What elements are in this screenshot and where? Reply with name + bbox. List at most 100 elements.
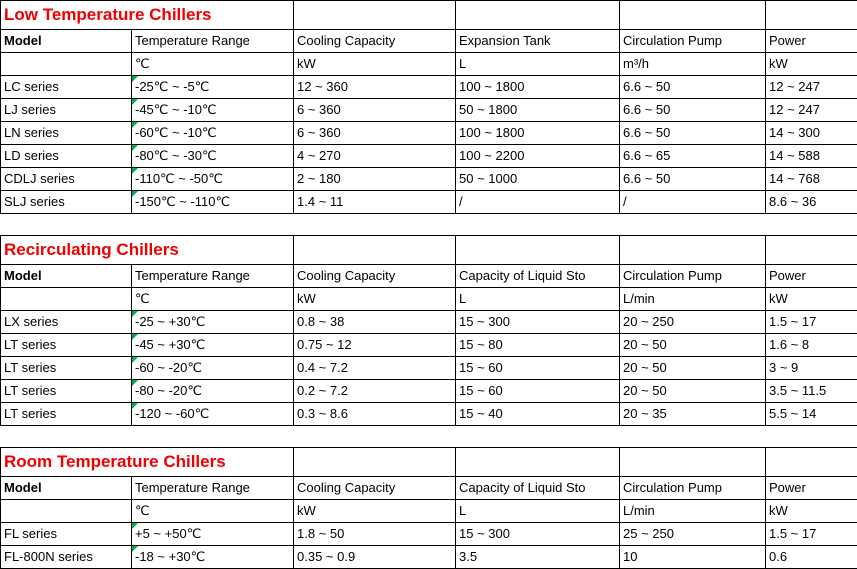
green-triangle-icon <box>132 380 138 386</box>
cell-expansion-tank: 100 ~ 1800 <box>456 76 620 99</box>
cell-model: LD series <box>1 145 132 168</box>
cell-circulation-pump: 20 ~ 50 <box>620 334 766 357</box>
empty-cell <box>620 448 766 477</box>
green-triangle-icon <box>132 76 138 82</box>
unit-power: kW <box>766 500 857 523</box>
cell-model: LT series <box>1 334 132 357</box>
table-row: FL-800N series -18 ~ +30℃ 0.35 ~ 0.9 3.5… <box>1 546 857 569</box>
table-row: LN series -60℃ ~ -10℃ 6 ~ 360 100 ~ 1800… <box>1 122 857 145</box>
table-row: LT series -120 ~ -60℃ 0.3 ~ 8.6 15 ~ 40 … <box>1 403 857 426</box>
unit-temperature: ℃ <box>132 53 294 76</box>
green-triangle-icon <box>132 122 138 128</box>
cell-cooling-capacity: 0.2 ~ 7.2 <box>294 380 456 403</box>
cell-text: -80℃ ~ -30℃ <box>135 148 217 163</box>
header-row: Model Temperature Range Cooling Capacity… <box>1 265 857 288</box>
green-triangle-icon <box>132 403 138 409</box>
cell-temperature-range: -60℃ ~ -10℃ <box>132 122 294 145</box>
table-row: CDLJ series -110℃ ~ -50℃ 2 ~ 180 50 ~ 10… <box>1 168 857 191</box>
cell-cooling-capacity: 6 ~ 360 <box>294 122 456 145</box>
cell-expansion-tank: 100 ~ 1800 <box>456 122 620 145</box>
unit-liquid-storage: L <box>456 288 620 311</box>
unit-circulation-pump: m³/h <box>620 53 766 76</box>
cell-model: LN series <box>1 122 132 145</box>
cell-power: 3 ~ 9 <box>766 357 857 380</box>
green-triangle-icon <box>132 523 138 529</box>
green-triangle-icon <box>132 168 138 174</box>
section-title-row: Low Temperature Chillers <box>1 1 857 30</box>
low-temperature-chillers-table: Low Temperature Chillers Model Temperatu… <box>0 0 857 214</box>
cell-power: 14 ~ 300 <box>766 122 857 145</box>
cell-cooling-capacity: 0.4 ~ 7.2 <box>294 357 456 380</box>
cell-liquid-storage: 15 ~ 60 <box>456 357 620 380</box>
cell-model: CDLJ series <box>1 168 132 191</box>
cell-circulation-pump: 6.6 ~ 50 <box>620 99 766 122</box>
cell-text: -80 ~ -20℃ <box>135 383 202 398</box>
empty-cell <box>766 236 857 265</box>
column-header-liquid-storage: Capacity of Liquid Sto <box>456 265 620 288</box>
unit-cooling-capacity: kW <box>294 53 456 76</box>
unit-power: kW <box>766 53 857 76</box>
cell-text: -25℃ ~ -5℃ <box>135 79 209 94</box>
empty-cell <box>620 1 766 30</box>
table-row: SLJ series -150℃ ~ -110℃ 1.4 ~ 11 / / 8.… <box>1 191 857 214</box>
cell-liquid-storage: 3.5 <box>456 546 620 569</box>
empty-cell <box>294 236 456 265</box>
table-row: LD series -80℃ ~ -30℃ 4 ~ 270 100 ~ 2200… <box>1 145 857 168</box>
cell-text: -120 ~ -60℃ <box>135 406 209 421</box>
cell-cooling-capacity: 4 ~ 270 <box>294 145 456 168</box>
cell-model: FL-800N series <box>1 546 132 569</box>
column-header-circulation-pump: Circulation Pump <box>620 477 766 500</box>
cell-power: 12 ~ 247 <box>766 76 857 99</box>
empty-cell <box>456 236 620 265</box>
header-row: Model Temperature Range Cooling Capacity… <box>1 30 857 53</box>
cell-temperature-range: -80 ~ -20℃ <box>132 380 294 403</box>
unit-expansion-tank: L <box>456 53 620 76</box>
cell-text: -150℃ ~ -110℃ <box>135 194 230 209</box>
cell-cooling-capacity: 12 ~ 360 <box>294 76 456 99</box>
section-title: Room Temperature Chillers <box>1 448 294 477</box>
unit-model <box>1 53 132 76</box>
green-triangle-icon <box>132 311 138 317</box>
cell-circulation-pump: 20 ~ 35 <box>620 403 766 426</box>
cell-circulation-pump: / <box>620 191 766 214</box>
cell-circulation-pump: 25 ~ 250 <box>620 523 766 546</box>
cell-expansion-tank: / <box>456 191 620 214</box>
green-triangle-icon <box>132 99 138 105</box>
section-gap <box>0 426 857 447</box>
cell-circulation-pump: 6.6 ~ 65 <box>620 145 766 168</box>
unit-circulation-pump: L/min <box>620 288 766 311</box>
unit-cooling-capacity: kW <box>294 500 456 523</box>
cell-circulation-pump: 10 <box>620 546 766 569</box>
cell-temperature-range: +5 ~ +50℃ <box>132 523 294 546</box>
cell-liquid-storage: 15 ~ 300 <box>456 311 620 334</box>
cell-power: 1.6 ~ 8 <box>766 334 857 357</box>
cell-text: -45 ~ +30℃ <box>135 337 205 352</box>
cell-text: -45℃ ~ -10℃ <box>135 102 217 117</box>
cell-power: 5.5 ~ 14 <box>766 403 857 426</box>
cell-temperature-range: -45 ~ +30℃ <box>132 334 294 357</box>
cell-model: SLJ series <box>1 191 132 214</box>
cell-cooling-capacity: 0.35 ~ 0.9 <box>294 546 456 569</box>
green-triangle-icon <box>132 191 138 197</box>
cell-temperature-range: -25 ~ +30℃ <box>132 311 294 334</box>
empty-cell <box>456 1 620 30</box>
column-header-power: Power <box>766 30 857 53</box>
cell-temperature-range: -25℃ ~ -5℃ <box>132 76 294 99</box>
table-row: LT series -45 ~ +30℃ 0.75 ~ 12 15 ~ 80 2… <box>1 334 857 357</box>
column-header-temperature-range: Temperature Range <box>132 30 294 53</box>
column-header-cooling-capacity: Cooling Capacity <box>294 477 456 500</box>
column-header-expansion-tank: Expansion Tank <box>456 30 620 53</box>
empty-cell <box>766 1 857 30</box>
empty-cell <box>620 236 766 265</box>
green-triangle-icon <box>132 546 138 552</box>
cell-expansion-tank: 100 ~ 2200 <box>456 145 620 168</box>
cell-temperature-range: -18 ~ +30℃ <box>132 546 294 569</box>
unit-temperature: ℃ <box>132 288 294 311</box>
cell-temperature-range: -80℃ ~ -30℃ <box>132 145 294 168</box>
section-title-row: Recirculating Chillers <box>1 236 857 265</box>
table-row: LJ series -45℃ ~ -10℃ 6 ~ 360 50 ~ 1800 … <box>1 99 857 122</box>
cell-text: +5 ~ +50℃ <box>135 526 201 541</box>
cell-liquid-storage: 15 ~ 40 <box>456 403 620 426</box>
units-row: ℃ kW L L/min kW <box>1 500 857 523</box>
column-header-temperature-range: Temperature Range <box>132 265 294 288</box>
